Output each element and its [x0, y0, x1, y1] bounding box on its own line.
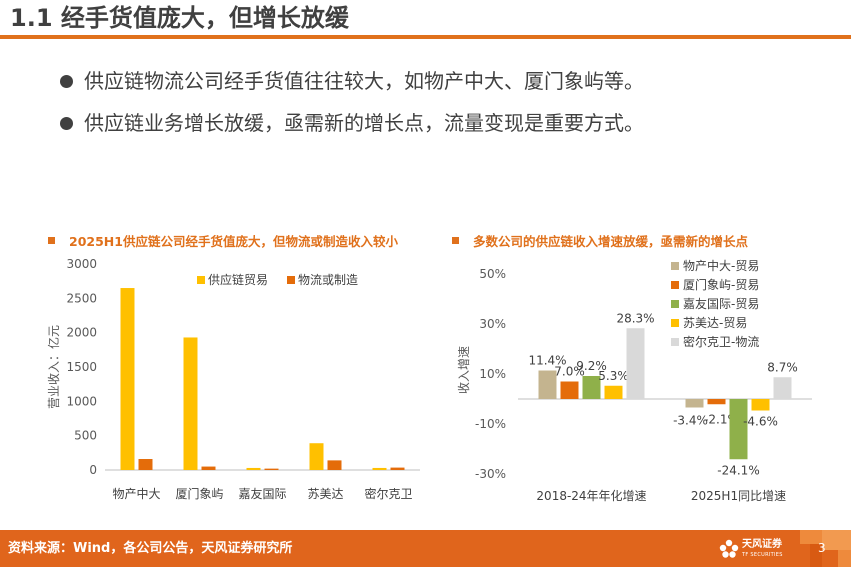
y-axis-label: 收入增速 — [457, 346, 471, 394]
y-tick-label: 1500 — [66, 360, 97, 374]
bar-growth — [707, 399, 726, 405]
x-tick-label: 物产中大 — [112, 486, 160, 501]
chart1-heading-text: 2025H1供应链公司经手货值庞大，但物流或制造收入较小 — [69, 234, 398, 249]
decor-tile — [822, 530, 851, 550]
bar-trade — [120, 288, 135, 470]
legend-label: 苏美达-贸易 — [683, 316, 747, 330]
bar-trade — [309, 443, 324, 470]
data-label: 28.3% — [616, 311, 654, 325]
tf-flower-logo-icon — [719, 539, 739, 558]
legend-label: 密尔克卫-物流 — [683, 334, 759, 349]
chart2-heading-text: 多数公司的供应链收入增速放缓，亟需新的增长点 — [473, 234, 749, 249]
bullet-item: 供应链物流公司经手货值往往较大，如物产中大、厦门象屿等。 — [60, 66, 840, 96]
y-tick-label: -10% — [475, 417, 506, 431]
bar-logistics — [390, 467, 405, 470]
bullet-item: 供应链业务增长放缓，亟需新的增长点，流量变现是重要方式。 — [60, 108, 840, 138]
bar-growth — [773, 377, 792, 399]
y-tick-label: 50% — [479, 267, 506, 281]
footer-bar: 资料来源：Wind，各公司公告，天风证券研究所 天风证券 TF SECURITI… — [0, 530, 851, 567]
bar-logistics — [138, 459, 153, 470]
x-tick-label: 苏美达 — [307, 487, 343, 501]
y-tick-label: 0 — [89, 463, 97, 477]
bullet-dot-icon — [60, 117, 73, 130]
data-label: -4.6% — [743, 415, 778, 429]
bar-logistics — [201, 466, 216, 470]
data-label: 5.3% — [598, 369, 629, 383]
y-tick-label: 2500 — [66, 291, 97, 305]
x-tick-label: 2025H1同比增速 — [691, 489, 786, 503]
legend-swatch — [197, 276, 205, 284]
square-bullet-icon — [452, 237, 459, 244]
chart1-heading: 2025H1供应链公司经手货值庞大，但物流或制造收入较小 — [48, 232, 398, 252]
slide-title: 1.1 经手货值庞大，但增长放缓 — [10, 4, 349, 32]
data-label: -24.1% — [717, 463, 759, 477]
y-tick-label: 1000 — [66, 394, 97, 408]
legend-label: 嘉友国际-贸易 — [683, 297, 759, 311]
bullet-dot-icon — [60, 75, 73, 88]
bullet-text: 供应链业务增长放缓，亟需新的增长点，流量变现是重要方式。 — [84, 111, 644, 135]
legend-label: 物产中大-贸易 — [683, 258, 759, 273]
bar-logistics — [327, 460, 342, 470]
legend-label: 厦门象屿-贸易 — [683, 277, 759, 292]
data-label: -3.4% — [673, 414, 708, 428]
x-tick-label: 密尔克卫 — [364, 486, 412, 501]
legend-swatch — [671, 338, 679, 346]
data-label: 7.0% — [554, 365, 585, 379]
y-tick-label: 30% — [479, 317, 506, 331]
bullet-text: 供应链物流公司经手货值往往较大，如物产中大、厦门象屿等。 — [84, 69, 644, 93]
bar-growth — [560, 381, 579, 399]
decor-tile — [800, 530, 822, 544]
x-tick-label: 嘉友国际 — [238, 487, 286, 501]
footer-brand-sub: TF SECURITIES — [742, 552, 783, 558]
bar-growth — [751, 399, 770, 411]
decor-tile — [838, 550, 851, 567]
bar-logistics — [264, 468, 279, 470]
legend-swatch — [671, 262, 679, 270]
y-axis-label: 营业收入：亿元 — [46, 325, 61, 409]
legend-swatch — [287, 276, 295, 284]
y-tick-label: -30% — [475, 467, 506, 481]
legend-label: 供应链贸易 — [208, 272, 268, 287]
bar-trade — [372, 467, 387, 470]
data-label: 9.2% — [576, 359, 607, 373]
legend-swatch — [671, 319, 679, 327]
y-tick-label: 500 — [74, 429, 97, 443]
bar-trade — [183, 337, 198, 470]
bar-growth — [729, 399, 748, 460]
page-number: 3 — [818, 541, 826, 555]
y-tick-label: 2000 — [66, 326, 97, 340]
title-underline — [0, 35, 851, 39]
bar-growth — [538, 370, 557, 399]
legend-swatch — [671, 281, 679, 289]
legend-swatch — [671, 300, 679, 308]
bar-growth — [626, 328, 645, 399]
x-tick-label: 2018-24年年化增速 — [536, 489, 646, 503]
footer-brand: 天风证券 — [742, 539, 782, 550]
legend-label: 物流或制造 — [298, 273, 358, 287]
decor-tile — [810, 544, 822, 567]
bullet-list: 供应链物流公司经手货值往往较大，如物产中大、厦门象屿等。 供应链业务增长放缓，亟… — [60, 66, 840, 150]
bar-trade — [246, 467, 261, 470]
bar-growth — [685, 399, 704, 408]
y-tick-label: 10% — [479, 367, 506, 381]
bar-growth — [582, 376, 601, 399]
growth-bar-chart: -30% -10% 10% 30% 50% 收入增速 11.4%7.0%9.2%5.3% 28… — [457, 258, 812, 503]
chart2-heading: 多数公司的供应链收入增速放缓，亟需新的增长点 — [452, 232, 748, 252]
bar-growth — [604, 385, 623, 399]
y-tick-label: 3000 — [66, 257, 97, 271]
square-bullet-icon — [48, 237, 55, 244]
data-label: 8.7% — [767, 360, 798, 374]
x-tick-label: 厦门象屿 — [175, 486, 223, 501]
data-label: 11.4% — [528, 354, 566, 368]
footer-source: 资料来源：Wind，各公司公告，天风证券研究所 — [8, 541, 293, 556]
